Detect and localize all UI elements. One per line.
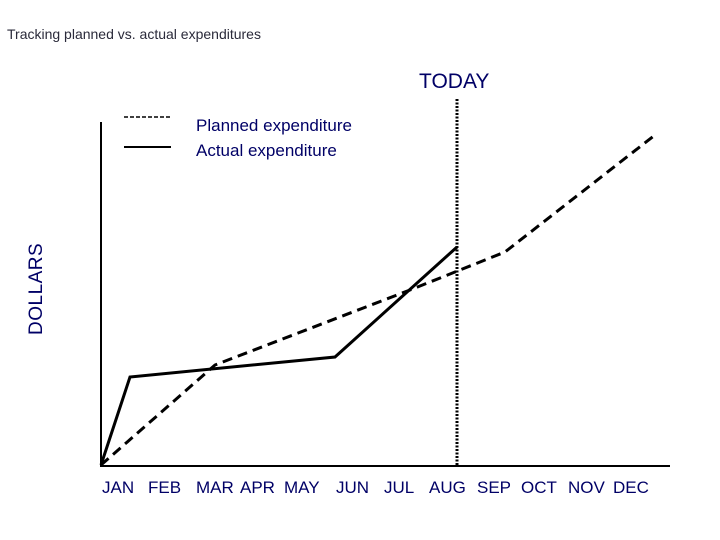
legend-actual-label: Actual expenditure: [196, 141, 337, 160]
month-jul: JUL: [384, 478, 415, 497]
planned-expenditure-line: [100, 133, 656, 467]
month-may: MAY: [284, 478, 320, 497]
month-apr: APR: [240, 478, 275, 497]
month-jun: JUN: [336, 478, 370, 497]
month-nov: NOV: [568, 478, 605, 497]
month-dec: DEC: [613, 478, 649, 497]
month-mar: MAR: [196, 478, 234, 497]
actual-expenditure-line: [99, 245, 459, 466]
month-sep: SEP: [477, 478, 512, 497]
month-jan: JAN: [102, 478, 135, 497]
month-aug: AUG: [429, 478, 466, 497]
today-label: TODAY: [419, 70, 490, 93]
month-feb: FEB: [148, 478, 182, 497]
month-oct: OCT: [521, 478, 557, 497]
legend-planned-label: Planned expenditure: [196, 116, 352, 135]
chart-caption: Tracking planned vs. actual expenditures: [7, 26, 261, 42]
